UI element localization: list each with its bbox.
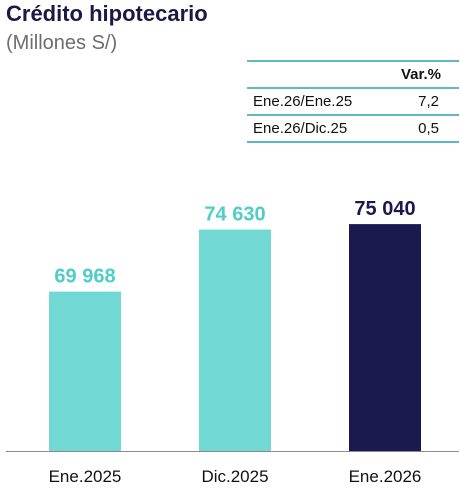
bar-value-label: 75 040 [354,198,415,220]
bar-value-label: 69 968 [54,266,115,288]
x-tick-label: Ene.2025 [49,467,122,486]
chart-title: Crédito hipotecario [6,1,208,26]
variation-table-header: Var.% [400,66,441,83]
variation-table-row: Ene.26/Dic.25 0,5 [247,115,459,142]
variation-row-value: 7,2 [418,93,439,110]
bar-value-label: 74 630 [204,204,265,226]
x-tick-label: Dic.2025 [201,467,268,486]
bar-dic-2025 [199,229,271,451]
variation-row-label: Ene.26/Dic.25 [253,120,348,137]
variation-row-label: Ene.26/Ene.25 [253,93,353,110]
bar-ene-2025 [49,291,121,451]
variation-table-header-row: Var.% [247,61,459,88]
variation-row-value: 0,5 [418,120,439,137]
bar-ene-2026 [349,224,421,451]
variation-table: Var.% Ene.26/Ene.25 7,2 Ene.26/Dic.25 0,… [247,60,459,143]
x-tick-label: Ene.2026 [349,467,422,486]
chart-subtitle: (Millones S/) [6,32,118,54]
variation-table-row: Ene.26/Ene.25 7,2 [247,88,459,115]
